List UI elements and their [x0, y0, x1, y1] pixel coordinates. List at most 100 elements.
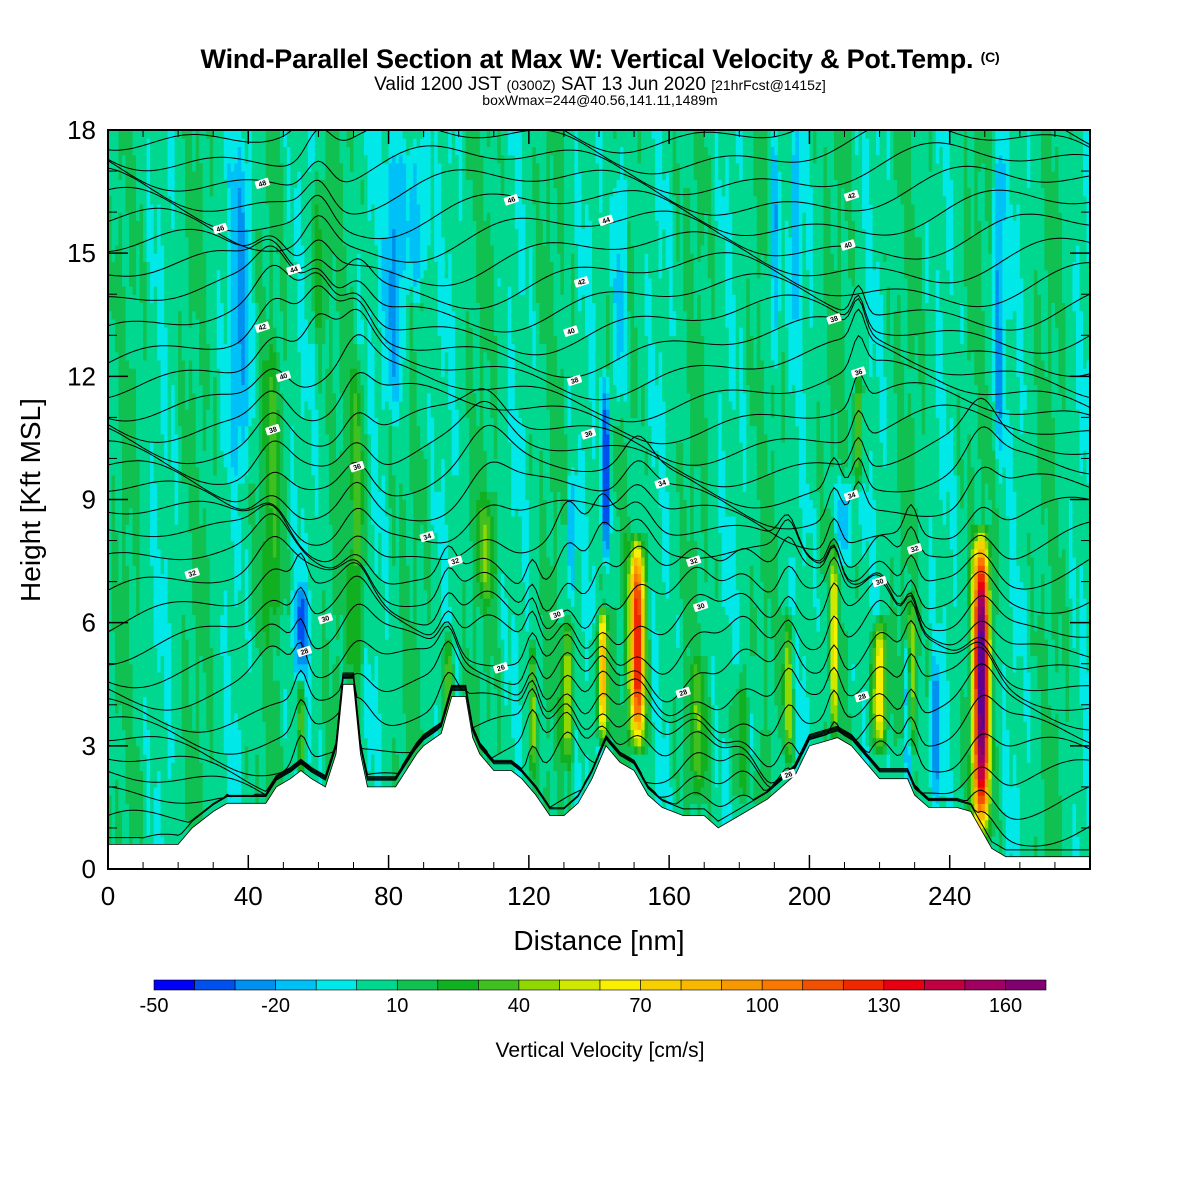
w-cell [290, 647, 295, 869]
w-cell [539, 130, 544, 221]
w-cell [981, 630, 986, 731]
w-cell [262, 450, 267, 542]
w-cell [381, 409, 386, 476]
w-cell [1005, 729, 1010, 869]
w-cell [178, 310, 183, 427]
w-cell [791, 318, 796, 386]
w-cell [199, 384, 204, 525]
w-cell [893, 392, 898, 607]
w-cell [949, 179, 954, 295]
y-tick-label: 12 [67, 361, 96, 391]
w-cell [904, 598, 909, 640]
w-cell [658, 130, 663, 279]
w-cell [283, 253, 288, 361]
w-cell [637, 688, 642, 706]
w-cell [427, 540, 432, 624]
w-cell [809, 130, 814, 189]
w-cell [199, 762, 204, 869]
w-cell [637, 729, 642, 739]
w-cell [627, 729, 632, 747]
theta-label-text: 44 [602, 217, 612, 226]
potential-temperature-contours [108, 130, 1090, 851]
w-cell [844, 548, 849, 566]
w-cell [528, 770, 533, 780]
w-cell [683, 130, 688, 189]
w-cell [518, 515, 523, 706]
w-cell [272, 130, 277, 238]
w-cell [609, 606, 614, 739]
w-cell [357, 671, 362, 747]
theta-label-text: 30 [875, 578, 885, 587]
w-cell [819, 442, 825, 574]
w-cell [977, 819, 982, 829]
w-cell [300, 589, 305, 599]
w-cell [837, 130, 842, 460]
w-cell [644, 548, 649, 583]
w-cell [251, 302, 256, 418]
w-cell [167, 195, 172, 624]
w-cell [567, 130, 572, 377]
w-cell [388, 425, 393, 509]
w-cell [507, 663, 512, 681]
theta-label-text: 28 [300, 648, 310, 657]
w-cell [434, 491, 439, 533]
w-cell [676, 491, 681, 616]
w-cell [844, 630, 849, 813]
w-cell [399, 277, 404, 402]
w-cell [563, 754, 569, 763]
w-cell [956, 474, 961, 813]
w-cell [637, 548, 642, 558]
w-cell [283, 146, 288, 254]
theta-label-bg [503, 194, 519, 206]
w-cell [977, 589, 982, 599]
w-cell [297, 589, 302, 607]
w-cell [1023, 721, 1028, 869]
w-cell [602, 712, 607, 722]
w-cell [777, 171, 782, 312]
w-cell [788, 606, 793, 616]
theta-label-bg [826, 313, 842, 325]
w-cell [171, 762, 176, 869]
colorbar-tick-label: 40 [508, 995, 530, 1017]
x-tick-label: 0 [101, 881, 115, 911]
w-cell [444, 524, 449, 624]
w-cell [444, 130, 449, 279]
w-cell [171, 130, 176, 230]
w-cell [1054, 130, 1060, 148]
w-cell [981, 795, 986, 804]
w-cell [248, 524, 253, 632]
w-cell [1061, 302, 1067, 410]
w-cell [371, 680, 376, 755]
w-cell [349, 499, 355, 550]
w-cell [851, 286, 856, 394]
w-cell [630, 589, 635, 681]
w-cell [353, 671, 358, 698]
w-cell [686, 130, 691, 189]
w-cell [1023, 384, 1028, 410]
w-cell [634, 532, 639, 542]
w-cell [479, 598, 484, 616]
w-cell [865, 540, 870, 747]
w-cell [830, 548, 835, 566]
w-cell [293, 680, 298, 772]
w-cell [206, 343, 211, 410]
theta-label: 30 [549, 608, 565, 621]
w-cell [921, 130, 926, 312]
w-cell [970, 573, 975, 763]
colorbar-swatch [315, 979, 358, 991]
w-cell [328, 286, 334, 320]
w-cell [623, 532, 628, 673]
w-cell [620, 269, 625, 353]
w-cell [1019, 433, 1024, 583]
w-cell [406, 236, 411, 295]
w-cell [981, 130, 986, 164]
w-cell [1058, 614, 1063, 796]
w-cell [476, 302, 481, 427]
w-cell [851, 392, 856, 476]
w-cell [760, 130, 765, 254]
w-cell [812, 130, 818, 164]
w-cell [634, 696, 639, 714]
w-cell [725, 154, 730, 328]
w-cell [567, 614, 572, 624]
w-cell [602, 630, 607, 648]
